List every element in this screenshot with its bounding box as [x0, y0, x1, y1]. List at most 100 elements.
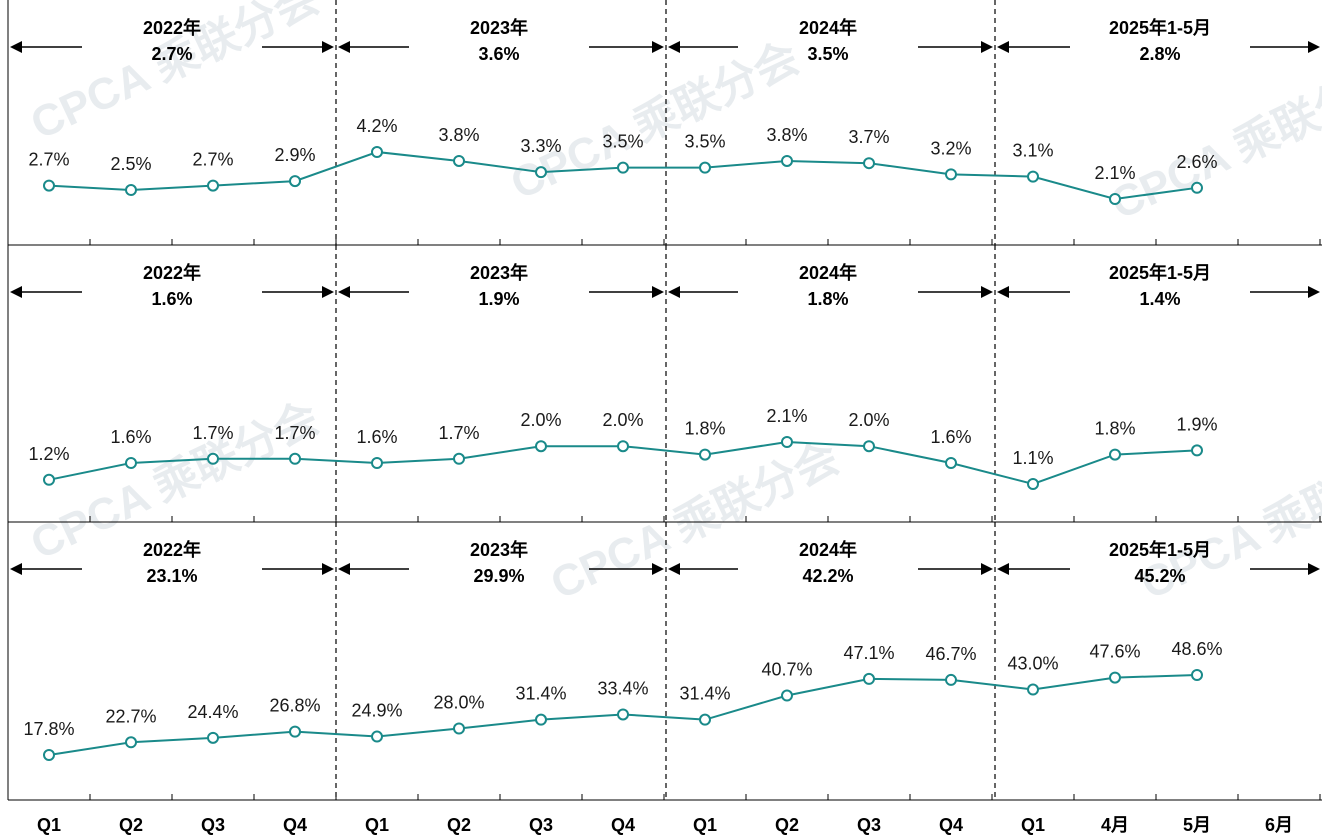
- watermark: CPCA 乘联分会: [1104, 53, 1322, 229]
- x-tick-label: Q3: [529, 815, 553, 835]
- data-point: [371, 457, 383, 469]
- arrow-head-right: [981, 41, 993, 53]
- data-point: [43, 473, 55, 486]
- data-label: 26.8%: [269, 696, 320, 716]
- period-year-label: 2022年: [143, 539, 201, 560]
- period-year-label: 2025年1-5月: [1109, 17, 1211, 38]
- data-point: [1191, 669, 1203, 681]
- data-label: 1.6%: [110, 427, 151, 447]
- data-point: [125, 457, 137, 469]
- period-value-label: 1.6%: [151, 289, 192, 309]
- panel-1: 2022年 2.7% 2023年 3.6% 2024年 3.5% 2025年1-5月 2.8%…: [7, 0, 1322, 246]
- x-tick-label: Q4: [611, 815, 635, 835]
- panel-3: 2022年 23.1% 2023年 29.9% 2024年 42.2% 2025年1-5月 4…: [7, 522, 1322, 801]
- arrow-head-left: [997, 563, 1009, 575]
- period-value-label: 23.1%: [146, 566, 197, 586]
- data-point: [43, 179, 55, 192]
- data-label: 47.6%: [1089, 642, 1140, 662]
- arrow-head-right: [322, 286, 334, 298]
- arrow-head-left: [997, 286, 1009, 298]
- data-label: 24.9%: [351, 701, 402, 721]
- x-tick-label: Q2: [447, 815, 471, 835]
- x-tick-label: Q1: [365, 815, 389, 835]
- data-label: 3.8%: [766, 125, 807, 145]
- x-tick-label: 6月: [1265, 815, 1293, 835]
- data-label: 2.0%: [602, 410, 643, 430]
- period-year-label: 2023年: [470, 262, 528, 283]
- data-point: [207, 452, 219, 465]
- data-point: [617, 708, 629, 721]
- data-label: 2.7%: [28, 150, 69, 170]
- data-point: [945, 457, 957, 469]
- arrow-head-right: [1308, 563, 1320, 575]
- period-year-label: 2024年: [799, 262, 857, 283]
- data-point: [863, 440, 875, 453]
- data-label: 2.0%: [520, 410, 561, 430]
- data-label: 2.7%: [192, 150, 233, 170]
- period-year-label: 2023年: [470, 539, 528, 560]
- data-point: [699, 713, 711, 726]
- data-label: 1.9%: [1176, 414, 1217, 434]
- data-label: 24.4%: [187, 702, 238, 722]
- period-year-label: 2024年: [799, 17, 857, 38]
- data-label: 43.0%: [1007, 654, 1058, 674]
- data-point: [1027, 683, 1039, 696]
- arrow-head-left: [668, 563, 680, 575]
- watermark: CPCA 乘联分会: [504, 33, 807, 209]
- x-tick-label: Q1: [693, 815, 717, 835]
- x-tick-label: Q3: [201, 815, 225, 835]
- data-label: 31.4%: [515, 684, 566, 704]
- period-year-label: 2024年: [799, 539, 857, 560]
- x-tick-label: 4月: [1101, 815, 1129, 835]
- data-point: [125, 736, 137, 749]
- data-label: 3.2%: [930, 138, 971, 158]
- x-tick-label: Q3: [857, 815, 881, 835]
- data-point: [371, 146, 383, 158]
- x-axis: Q1 Q2 Q3 Q4 Q1 Q2 Q3 Q4 Q1 Q2 Q3 Q4 Q1 4月 5月 6月: [37, 815, 1293, 835]
- data-label: 22.7%: [105, 706, 156, 726]
- arrow-head-left: [338, 563, 350, 575]
- data-label: 33.4%: [597, 678, 648, 698]
- x-tick-label: 5月: [1183, 815, 1211, 835]
- x-tick-label: Q2: [119, 815, 143, 835]
- data-point: [289, 725, 301, 738]
- arrow-head-left: [338, 286, 350, 298]
- data-point: [1027, 478, 1039, 490]
- period-value-label: 42.2%: [802, 566, 853, 586]
- data-point: [207, 731, 219, 744]
- chart-panels: 2022年 2.7% 2023年 3.6% 2024年 3.5% 2025年1-5月 2.8%…: [7, 0, 1322, 801]
- x-tick-label: Q4: [939, 815, 963, 835]
- data-point: [945, 673, 957, 686]
- data-point: [125, 184, 137, 197]
- arrow-head-left: [10, 41, 22, 53]
- data-label: 3.8%: [438, 125, 479, 145]
- data-point: [863, 157, 875, 170]
- data-point: [699, 448, 711, 461]
- data-point: [1191, 181, 1203, 194]
- period-year-label: 2023年: [470, 17, 528, 38]
- period-value-label: 2.8%: [1139, 44, 1180, 64]
- period-year-label: 2022年: [143, 17, 201, 38]
- data-point: [945, 168, 957, 181]
- data-point: [699, 161, 711, 174]
- data-label: 1.8%: [1094, 419, 1135, 439]
- data-label: 3.1%: [1012, 141, 1053, 161]
- data-point: [617, 161, 629, 174]
- data-point: [535, 166, 547, 179]
- panel-2: 2022年 1.6% 2023年 1.9% 2024年 1.8% 2025年1-5月 1.4%…: [7, 245, 1322, 523]
- period-value-label: 1.4%: [1139, 289, 1180, 309]
- arrow-head-left: [668, 286, 680, 298]
- data-label: 2.0%: [848, 410, 889, 430]
- data-label: 2.9%: [274, 145, 315, 165]
- period-value-label: 29.9%: [473, 566, 524, 586]
- x-tick-label: Q1: [37, 815, 61, 835]
- period-year-label: 2025年1-5月: [1109, 262, 1211, 283]
- data-point: [1109, 671, 1121, 684]
- arrow-head-left: [10, 563, 22, 575]
- data-point: [289, 452, 301, 465]
- data-point: [535, 713, 547, 726]
- data-label: 2.6%: [1176, 152, 1217, 172]
- arrow-head-right: [322, 41, 334, 53]
